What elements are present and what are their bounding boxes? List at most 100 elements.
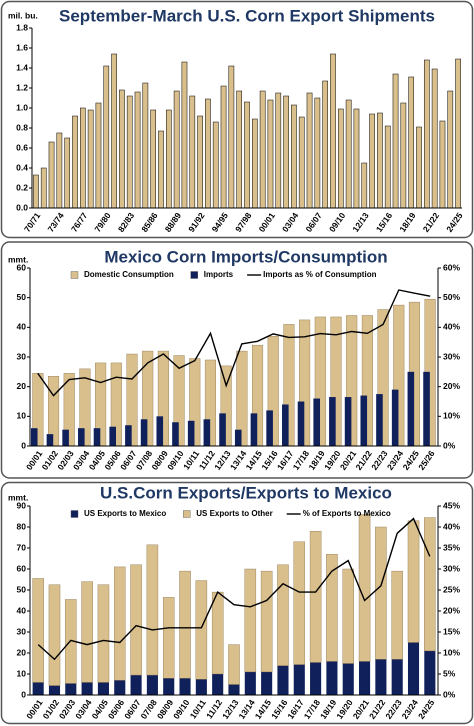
y-tick-label: 80 [17, 521, 27, 531]
y-tick-label: 70 [17, 542, 27, 552]
y2-tick-label: 35% [443, 542, 460, 552]
bar [244, 101, 250, 209]
bar [32, 682, 44, 695]
bar [142, 82, 149, 209]
panel [0, 0, 474, 239]
legend-label: Imports as % of Consumption [263, 270, 376, 279]
y2-tick-label: 20% [443, 605, 460, 615]
x-tick-label: 21/22 [367, 697, 388, 720]
y-axis-label: mil. bu. [8, 10, 38, 20]
bar [408, 76, 415, 209]
bar [277, 564, 289, 666]
x-tick-label: 03/04 [280, 210, 301, 233]
y-tick-label: 30 [17, 626, 27, 636]
bar [158, 130, 164, 209]
y2-tick-label: 15% [443, 626, 460, 636]
y2-tick-label: 0% [443, 440, 456, 450]
bar [234, 429, 242, 446]
y2-tick-label: 30% [443, 563, 460, 573]
bar [195, 580, 208, 680]
legend-swatch [183, 510, 191, 518]
bar [345, 99, 352, 209]
bar [424, 650, 436, 695]
x-tick-label: 76/77 [69, 210, 90, 233]
bar [375, 659, 387, 695]
bar [277, 665, 289, 695]
x-tick-label: 22/23 [383, 697, 404, 720]
bar [78, 428, 85, 446]
bar [46, 434, 54, 446]
bar [266, 410, 273, 446]
y2-tick-label: 40% [443, 521, 460, 531]
bar [203, 419, 211, 446]
y-tick-label: 40 [17, 322, 27, 332]
bar [211, 591, 224, 675]
bar [326, 554, 338, 662]
bar [250, 413, 258, 446]
y2-tick-label: 5% [443, 668, 456, 678]
line [37, 289, 431, 397]
bar [423, 371, 430, 446]
panel [0, 481, 474, 725]
bar [64, 137, 71, 209]
x-tick-label: 00/01 [24, 697, 45, 720]
x-tick-label: 03/04 [73, 697, 94, 720]
y-tick-label: 60 [17, 262, 27, 272]
line [37, 517, 431, 661]
bar [293, 541, 306, 665]
x-tick-label: 09/10 [171, 697, 192, 720]
bar [103, 65, 110, 209]
legend-label: US Exports to Mexico [84, 509, 166, 518]
bar [384, 125, 391, 209]
x-tick-label: 15/16 [269, 697, 290, 720]
bar [220, 85, 227, 209]
y-tick-label: 90 [17, 500, 27, 510]
bar [48, 141, 55, 209]
bar [187, 420, 195, 446]
x-tick-label: 23/24 [400, 697, 421, 720]
bar [48, 685, 61, 695]
legend-label: Imports [204, 270, 234, 279]
bar [140, 419, 148, 446]
bar [342, 568, 354, 664]
bar [179, 570, 191, 679]
y2-tick-label: 25% [443, 584, 460, 594]
y-tick-label: 0 [21, 689, 26, 699]
y-tick-label: 1.4 [16, 62, 28, 72]
x-tick-label: 18/19 [397, 210, 418, 233]
x-tick-label: 12/13 [220, 697, 241, 720]
bar [431, 68, 438, 209]
x-tick-label: 19/20 [334, 697, 355, 720]
x-tick-label: 06/07 [122, 697, 143, 720]
bar [81, 581, 93, 683]
x-tick-label: 82/83 [116, 210, 137, 233]
bar [111, 53, 117, 209]
bar [400, 102, 407, 209]
bar [313, 398, 320, 446]
bar [56, 132, 63, 209]
bar [391, 570, 403, 660]
y2-tick-label: 30% [443, 351, 460, 361]
legend-swatch [190, 271, 198, 279]
x-tick-label: 06/07 [303, 210, 324, 233]
bar [114, 566, 126, 681]
bar [212, 674, 224, 695]
bar [375, 526, 387, 660]
bar [228, 644, 240, 685]
y2-tick-label: 60% [443, 262, 460, 272]
x-tick-label: 88/89 [163, 210, 184, 233]
bar [416, 126, 422, 209]
bar [172, 422, 179, 446]
y-tick-label: 20 [17, 381, 27, 391]
bar [369, 113, 375, 209]
bar [146, 544, 159, 676]
bar [244, 568, 257, 673]
bar [260, 570, 273, 673]
bar [337, 108, 344, 209]
bar [310, 662, 322, 695]
bar [126, 95, 133, 209]
bar [298, 116, 305, 209]
bar [65, 683, 77, 695]
x-tick-label: 70/71 [22, 210, 43, 233]
x-tick-label: 09/10 [327, 210, 348, 233]
